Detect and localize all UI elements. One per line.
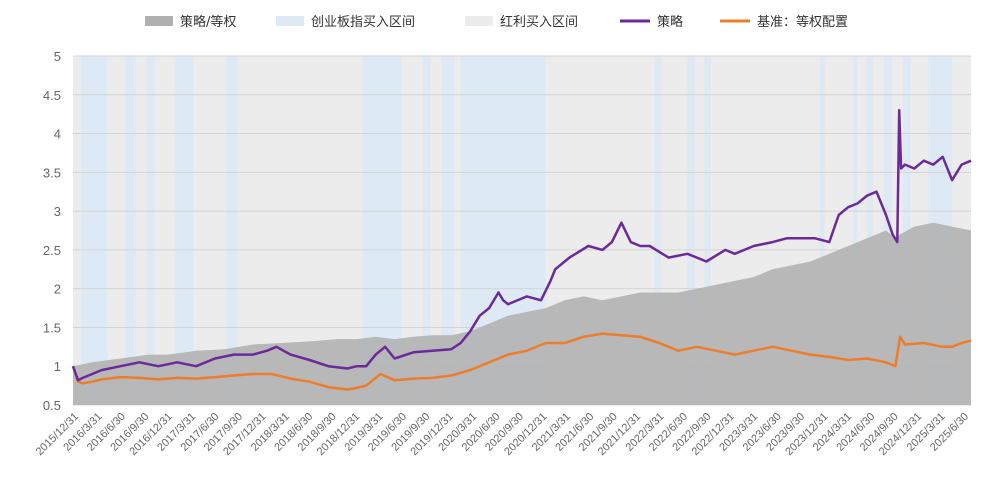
legend-label-cyb: 创业板指买入区间 xyxy=(311,15,415,30)
y-tick-label: 0.5 xyxy=(43,398,61,413)
cyb-interval-band xyxy=(125,56,136,405)
cyb-interval-band xyxy=(146,56,155,405)
y-tick-label: 2.5 xyxy=(43,243,61,258)
legend-item-bench: 基准：等权配置 xyxy=(720,14,848,30)
y-tick-label: 1.5 xyxy=(43,320,61,335)
cyb-interval-band xyxy=(867,56,873,405)
legend-item-cyb: 创业板指买入区间 xyxy=(276,15,415,30)
cyb-interval-band xyxy=(654,56,662,405)
legend-label-div: 红利买入区间 xyxy=(500,14,578,30)
y-tick-label: 5 xyxy=(54,49,61,64)
cyb-interval-band xyxy=(687,56,696,405)
legend-label-ratio: 策略/等权 xyxy=(180,14,236,30)
legend-swatch-cyb xyxy=(276,16,304,26)
legend-item-div: 红利买入区间 xyxy=(465,14,578,30)
legend-label-strategy: 策略 xyxy=(657,14,683,30)
y-tick-label: 3 xyxy=(54,204,61,219)
series-line-strategy xyxy=(71,109,972,382)
cyb-interval-band xyxy=(902,56,911,405)
y-tick-label: 4.5 xyxy=(43,88,61,103)
cyb-interval-band xyxy=(175,56,194,405)
legend-swatch-div xyxy=(465,16,493,26)
y-axis: 0.5 1 1.5 2 2.5 3 3.5 4 4.5 5 xyxy=(43,49,61,413)
cyb-interval-band xyxy=(422,56,431,405)
cyb-interval-band xyxy=(852,56,858,405)
cyb-interval-band xyxy=(226,56,238,405)
legend-item-ratio: 策略/等权 xyxy=(145,14,236,30)
cyb-interval-band xyxy=(704,56,712,405)
series-line-bench xyxy=(71,332,972,391)
cyb-interval-band xyxy=(441,56,455,405)
y-tick-label: 3.5 xyxy=(43,165,61,180)
legend-item-strategy: 策略 xyxy=(620,14,683,30)
cyb-interval-band xyxy=(884,56,892,405)
legend-label-bench: 基准：等权配置 xyxy=(757,14,848,30)
cyb-interval-band xyxy=(80,56,108,405)
y-tick-label: 4 xyxy=(54,127,61,142)
series-area-ratio xyxy=(73,222,971,405)
y-tick-label: 2 xyxy=(54,282,61,297)
cyb-interval-band xyxy=(819,56,825,405)
x-axis: 2015/12/312016/3/312016/6/302016/9/30201… xyxy=(34,411,971,458)
legend-swatch-ratio xyxy=(145,16,173,26)
legend: 策略/等权 创业板指买入区间 红利买入区间 策略 基准：等权配置 xyxy=(145,14,848,30)
y-tick-label: 1 xyxy=(54,359,61,374)
